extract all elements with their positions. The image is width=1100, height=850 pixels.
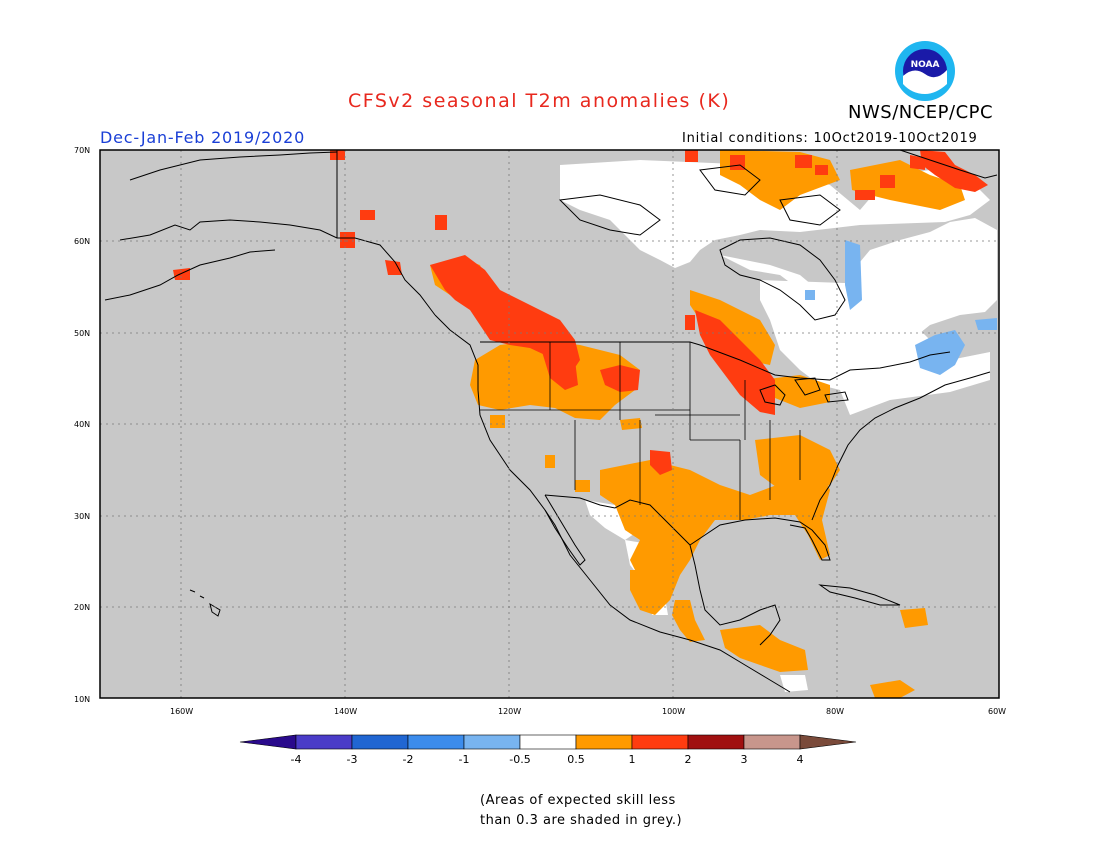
colorbar-tick-label: -0.5: [509, 753, 530, 766]
lat-label: 10N: [74, 695, 90, 704]
us-state-lines: [480, 342, 801, 520]
colorbar-swatch: [575, 734, 633, 750]
colorbar-swatch: [407, 734, 465, 750]
alaska-north-coast: [129, 151, 338, 181]
lat-label: 30N: [74, 512, 90, 521]
colorbar-tick-label: 1: [629, 753, 636, 766]
us-canada-border: [480, 341, 951, 381]
colorbar-tick-label: -4: [291, 753, 302, 766]
skill-note-line2: than 0.3 are shaded in grey.): [480, 813, 683, 828]
us-mexico-border: [544, 494, 691, 546]
colorbar-arrow-low: [239, 734, 297, 750]
skill-note: (Areas of expected skill less than 0.3 a…: [480, 791, 682, 831]
map-background: [100, 150, 999, 698]
alaska-west-coast: [104, 249, 276, 301]
greenland-coast: [899, 149, 998, 179]
colorbar-tick-label: 0.5: [567, 753, 585, 766]
strong-warm-anomaly-regions: [173, 150, 988, 475]
colorbar-tick-label: 4: [797, 753, 804, 766]
atlantic-coast: [811, 371, 991, 521]
lat-label: 20N: [74, 603, 90, 612]
latitude-axis: 70N 60N 50N 40N 30N 20N 10N: [74, 146, 90, 704]
mexico-gulf-coast: [689, 544, 781, 646]
colorbar-tick-label: -3: [347, 753, 358, 766]
cold-anomaly-regions: [805, 240, 997, 375]
boundaries: [104, 149, 998, 693]
lat-label: 40N: [74, 420, 90, 429]
baja-california: [544, 494, 586, 566]
chart-title: CFSv2 seasonal T2m anomalies (K): [348, 90, 731, 112]
color-bar: -4 -3 -2 -1 -0.5 0.5 1 2 3 4: [239, 734, 857, 766]
graticule: [100, 150, 999, 698]
colorbar-swatch: [743, 734, 801, 750]
lat-label: 70N: [74, 146, 90, 155]
colorbar-swatch: [463, 734, 521, 750]
caribbean-cuba: [818, 584, 901, 606]
colorbar-swatch: [351, 734, 409, 750]
hawaii-islands: [189, 589, 221, 617]
gulf-coast: [689, 517, 831, 561]
colorbar-tick-label: -2: [403, 753, 414, 766]
colorbar-tick-label: 2: [685, 753, 692, 766]
colorbar-arrow-high: [799, 734, 857, 750]
pacific-coast: [434, 314, 791, 693]
alaska-coast: [119, 219, 436, 316]
noaa-logo: NOAA: [895, 41, 955, 101]
skill-note-line1: (Areas of expected skill less: [480, 793, 676, 808]
initial-conditions-label: Initial conditions: 10Oct2019-10Oct2019: [682, 131, 978, 146]
season-label: Dec-Jan-Feb 2019/2020: [100, 128, 306, 147]
lon-label: 160W: [170, 707, 193, 716]
lon-label: 100W: [662, 707, 685, 716]
colorbar-swatch: [631, 734, 689, 750]
agency-label: NWS/NCEP/CPC: [848, 102, 994, 123]
lat-label: 60N: [74, 237, 90, 246]
lat-label: 50N: [74, 329, 90, 338]
colorbar-swatch: [519, 734, 577, 750]
colorbar-swatch: [295, 734, 353, 750]
lon-label: 60W: [988, 707, 1006, 716]
svg-text:NOAA: NOAA: [911, 60, 940, 70]
lon-label: 140W: [334, 707, 357, 716]
colorbar-tick-label: -1: [459, 753, 470, 766]
arctic-islands: [558, 164, 841, 236]
colorbar-swatch: [687, 734, 745, 750]
lon-label: 120W: [498, 707, 521, 716]
lon-label: 80W: [826, 707, 844, 716]
longitude-axis: 160W 140W 120W 100W 80W 60W: [170, 707, 1006, 716]
hudson-bay: [719, 237, 846, 321]
map-frame: [99, 149, 1000, 699]
colorbar-tick-label: 3: [741, 753, 748, 766]
great-lakes: [759, 377, 849, 406]
